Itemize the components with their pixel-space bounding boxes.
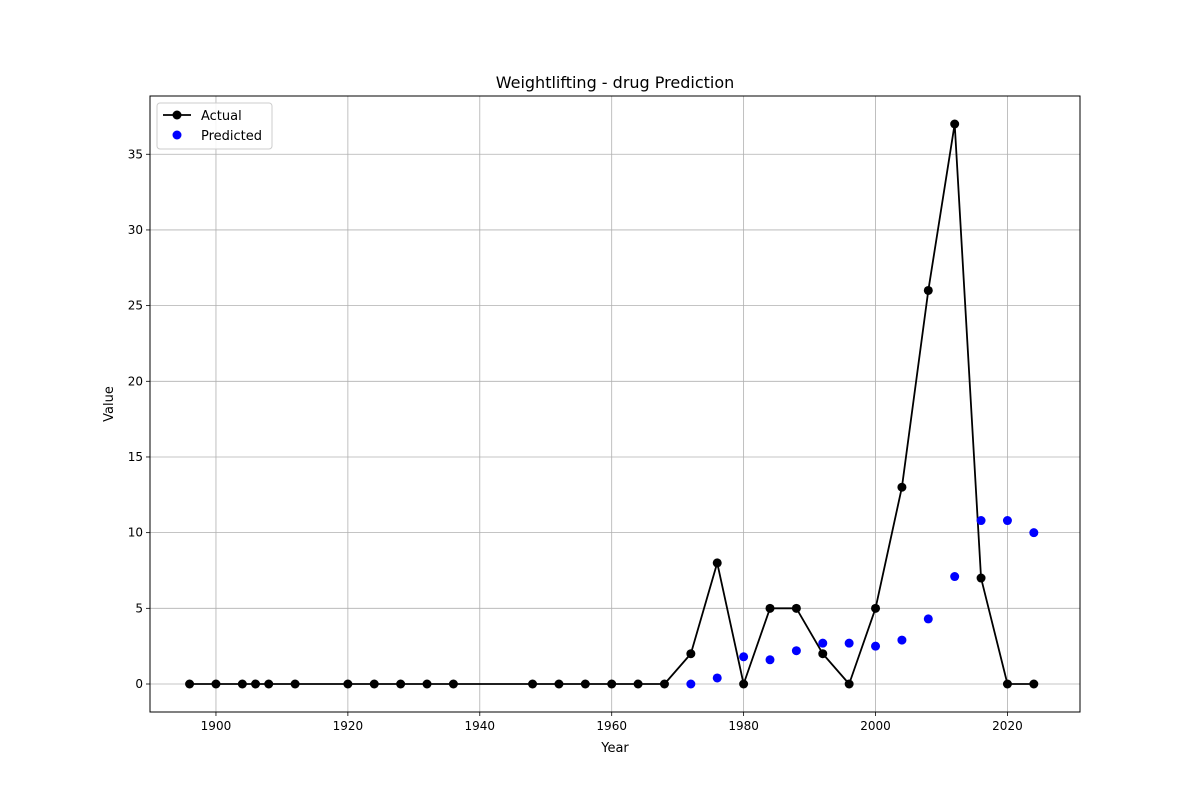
actual-point — [422, 679, 432, 689]
actual-point — [554, 679, 564, 689]
predicted-point — [712, 673, 722, 683]
y-tick-label: 20 — [128, 374, 143, 388]
actual-point — [950, 119, 960, 129]
actual-point — [976, 573, 986, 583]
y-tick-label: 25 — [128, 299, 143, 313]
actual-point — [251, 679, 261, 689]
predicted-point — [976, 516, 986, 526]
predicted-point — [844, 638, 854, 648]
predicted-point — [871, 641, 881, 651]
legend: Actual Predicted — [156, 102, 273, 150]
actual-point — [1029, 679, 1039, 689]
actual-point — [607, 679, 617, 689]
y-tick-label: 15 — [128, 450, 143, 464]
actual-point — [369, 679, 379, 689]
legend-predicted-label: Predicted — [201, 129, 262, 144]
actual-point — [264, 679, 274, 689]
predicted-point — [897, 635, 907, 645]
predicted-point — [818, 638, 828, 648]
y-axis-label: Value — [102, 386, 117, 422]
legend-actual-marker — [172, 110, 182, 120]
x-axis-label: Year — [600, 741, 629, 756]
x-tick-label: 2020 — [992, 719, 1023, 733]
plot-area — [185, 119, 1039, 689]
actual-point — [818, 649, 828, 659]
legend-predicted-marker — [172, 130, 182, 140]
actual-point — [185, 679, 195, 689]
actual-point — [528, 679, 538, 689]
y-tick-label: 30 — [128, 223, 143, 237]
x-tick-label: 1940 — [465, 719, 496, 733]
actual-point — [897, 482, 907, 492]
actual-point — [712, 558, 722, 568]
actual-point — [290, 679, 300, 689]
actual-point — [686, 649, 696, 659]
predicted-point — [950, 572, 960, 582]
actual-point — [237, 679, 247, 689]
actual-point — [871, 603, 881, 613]
actual-point — [396, 679, 406, 689]
x-tick-label: 1960 — [596, 719, 627, 733]
predicted-point — [686, 679, 696, 689]
chart-title: Weightlifting - drug Prediction — [496, 73, 735, 92]
y-tick-label: 5 — [135, 601, 143, 615]
actual-point — [791, 603, 801, 613]
predicted-point — [791, 646, 801, 656]
actual-point — [343, 679, 353, 689]
actual-point — [580, 679, 590, 689]
actual-point — [659, 679, 669, 689]
axis-ticks: 1900 1920 1940 1960 1980 2000 2020 0 5 10 15 20 25 30… — [128, 147, 1023, 733]
predicted-point — [1029, 528, 1039, 538]
x-tick-label: 1980 — [728, 719, 759, 733]
x-tick-label: 1900 — [201, 719, 232, 733]
x-tick-label: 2000 — [860, 719, 891, 733]
actual-point — [844, 679, 854, 689]
y-tick-label: 10 — [128, 526, 143, 540]
actual-point — [211, 679, 221, 689]
y-tick-label: 35 — [128, 147, 143, 161]
actual-point — [1002, 679, 1012, 689]
predicted-point — [1002, 516, 1012, 526]
actual-point — [923, 285, 933, 295]
actual-point — [739, 679, 749, 689]
y-tick-label: 0 — [135, 677, 143, 691]
x-tick-label: 1920 — [333, 719, 364, 733]
predicted-point — [923, 614, 933, 624]
actual-point — [633, 679, 643, 689]
predicted-point — [739, 652, 749, 662]
plot-frame — [149, 95, 1081, 713]
actual-point — [765, 603, 775, 613]
legend-actual-label: Actual — [201, 109, 242, 124]
predicted-point — [765, 655, 775, 665]
actual-point — [448, 679, 458, 689]
